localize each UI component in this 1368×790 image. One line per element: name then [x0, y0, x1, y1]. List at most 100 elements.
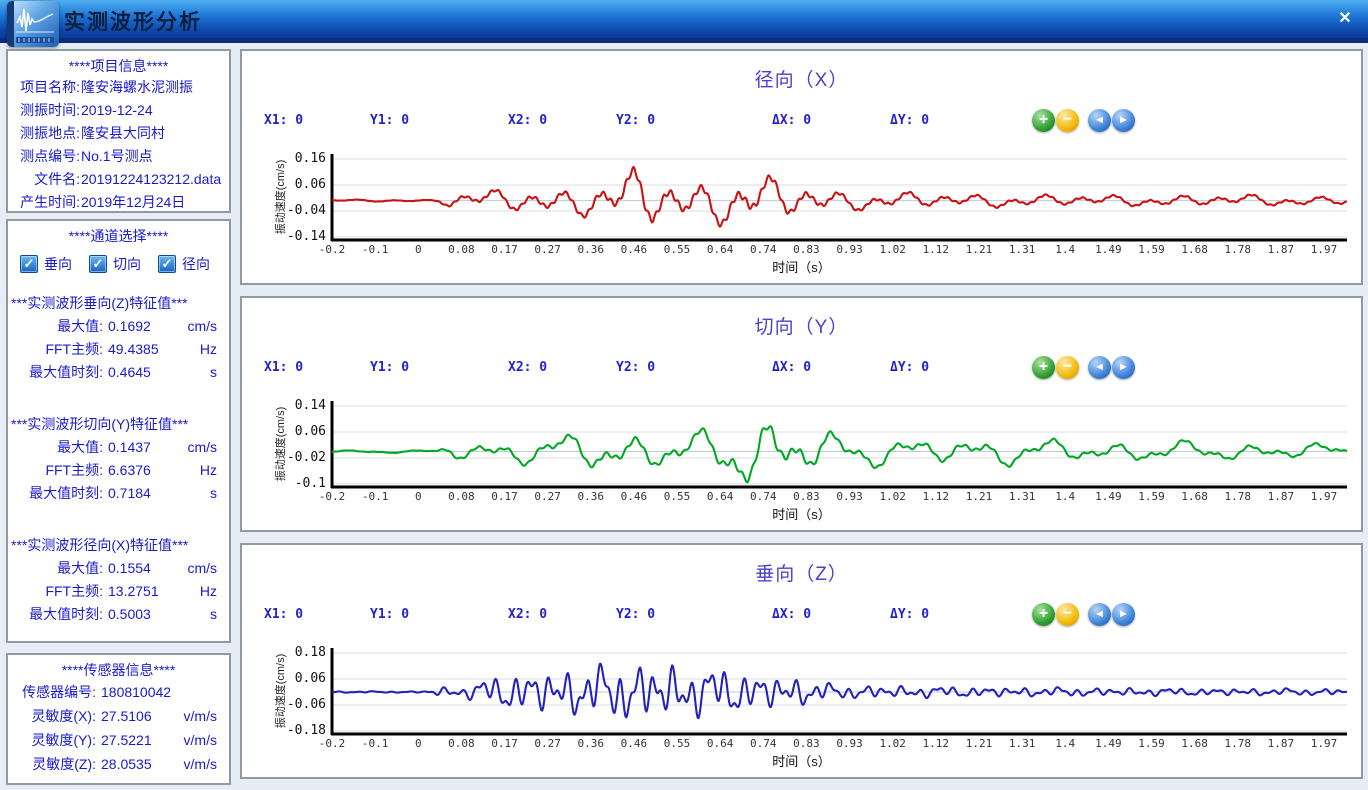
pan-right-button[interactable]: ► — [1112, 109, 1135, 132]
pan-right-button[interactable]: ► — [1112, 603, 1135, 626]
title-bar — [0, 0, 1368, 38]
x-tick-label: 0.74 — [750, 490, 777, 503]
x-tick-label: 1.4 — [1055, 243, 1076, 256]
channel-checkbox-radial[interactable]: ✓ 径向 — [158, 254, 210, 274]
x-tick-label: 0.27 — [534, 243, 561, 256]
x-tick-label: 0.46 — [620, 243, 648, 256]
x-tick-label: -0.1 — [361, 490, 389, 503]
x-axis-label: 时间（s） — [772, 260, 831, 275]
tangential-y-plot[interactable] — [242, 298, 1361, 530]
chart-toolbar: + − ◄ ► — [1032, 603, 1135, 626]
x-tick-label: 1.21 — [965, 737, 993, 750]
x-tick-label: 0 — [414, 490, 422, 503]
x-tick-label: -0.1 — [361, 243, 389, 256]
x-tick-label: 0.27 — [534, 737, 561, 750]
sensor-label: 灵敏度(Z): — [32, 756, 96, 772]
feature-unit: cm/s — [187, 560, 217, 576]
project-info-value: No.1号测点 — [81, 148, 153, 164]
sensor-unit: v/m/s — [183, 732, 217, 748]
x-tick-label: 1.78 — [1224, 243, 1251, 256]
x-tick-label: 0.46 — [620, 737, 648, 750]
zoom-in-button[interactable]: + — [1032, 109, 1055, 132]
feature-value-row: 最大值时刻: 0.4645 s — [8, 361, 229, 384]
title-bar-bottom-strip — [0, 38, 1368, 43]
feature-label: FFT主频: — [45, 462, 103, 478]
x-tick-label: 0.55 — [663, 490, 691, 503]
x-tick-label: 0.64 — [706, 737, 734, 750]
x-tick-label: 1.97 — [1310, 737, 1338, 750]
chart-toolbar: + − ◄ ► — [1032, 109, 1135, 132]
vertical-z-chart-panel: 垂向（Z） X1: 0 Y1: 0 X2: 0 Y2: 0 ΔX: 0 ΔY: 0 + − ◄… — [240, 543, 1363, 779]
y-tick-label: -0.18 — [286, 723, 326, 738]
y-tick-label: -0.02 — [286, 450, 326, 465]
zoom-out-button[interactable]: − — [1056, 109, 1079, 132]
radial-x-plot[interactable] — [242, 51, 1361, 283]
x-tick-label: 0.17 — [491, 243, 518, 256]
zoom-out-button[interactable]: − — [1056, 356, 1079, 379]
x-tick-label: 1.31 — [1008, 243, 1036, 256]
x-tick-label: -0.1 — [361, 737, 389, 750]
channel-and-stats-panel: ****通道选择**** ✓ 垂向 ✓ 切向 ✓ 径向 ***实测波形垂向(Z)特征值**… — [6, 219, 231, 643]
x-tick-label: 1.87 — [1267, 490, 1295, 503]
feature-value: 49.4385 — [108, 341, 159, 357]
feature-unit: Hz — [199, 583, 217, 599]
zoom-in-button[interactable]: + — [1032, 603, 1055, 626]
x-tick-label: 0.93 — [836, 490, 863, 503]
pan-left-button[interactable]: ◄ — [1088, 356, 1111, 379]
x-tick-label: 0.08 — [448, 243, 475, 256]
sensor-value: 28.0535 — [101, 756, 152, 772]
feature-unit: cm/s — [187, 439, 217, 455]
feature-value: 6.6376 — [108, 462, 151, 478]
channel-checkbox-tangential[interactable]: ✓ 切向 — [89, 254, 141, 274]
sensor-info-row: 灵敏度(X): 27.5106 v/m/s — [8, 704, 229, 728]
sensor-info-rows: 传感器编号: 180810042 灵敏度(X): 27.5106 v/m/s 灵敏度(Y)… — [8, 680, 229, 776]
chart-toolbar: + − ◄ ► — [1032, 356, 1135, 379]
window-title: 实测波形分析 — [64, 10, 202, 34]
feature-section-header: ***实测波形径向(X)特征值*** — [11, 537, 189, 553]
x-tick-label: 0.17 — [491, 737, 518, 750]
channel-checkbox-vertical[interactable]: ✓ 垂向 — [20, 254, 72, 274]
radial-x-trace — [331, 165, 1348, 228]
chart-title: 切向（Y） — [754, 317, 849, 338]
y-tick-label: 0.14 — [294, 398, 326, 413]
y-tick-label: -0.14 — [286, 229, 326, 244]
x-tick-label: 1.59 — [1138, 737, 1165, 750]
channel-select-header: ****通道选择**** — [68, 228, 169, 244]
sensor-info-header: ****传感器信息**** — [61, 662, 176, 678]
sensor-info-row: 灵敏度(Y): 27.5221 v/m/s — [8, 728, 229, 752]
y-tick-label: 0.06 — [294, 177, 326, 192]
x-axis-label: 时间（s） — [772, 754, 831, 769]
x-tick-label: 0.83 — [793, 243, 820, 256]
x-tick-label: 1.59 — [1138, 490, 1165, 503]
pan-left-button[interactable]: ◄ — [1088, 109, 1111, 132]
sensor-info-panel: ****传感器信息**** 传感器编号: 180810042 灵敏度(X): 27.5… — [6, 653, 231, 785]
feature-value: 0.4645 — [108, 364, 151, 380]
x-tick-label: 0.64 — [706, 490, 734, 503]
x-tick-label: 1.68 — [1181, 490, 1208, 503]
x-tick-label: 1.31 — [1008, 737, 1036, 750]
feature-unit: s — [210, 364, 217, 380]
channel-checkbox-label: 径向 — [182, 256, 210, 272]
pan-left-button[interactable]: ◄ — [1088, 603, 1111, 626]
radial-x-chart-panel: 径向（X） X1: 0 Y1: 0 X2: 0 Y2: 0 ΔX: 0 ΔY: 0 + − ◄… — [240, 49, 1363, 285]
project-info-value: 隆安海螺水泥测振 — [81, 79, 193, 95]
vertical-z-plot[interactable] — [242, 545, 1361, 777]
checkbox-check-icon: ✓ — [158, 255, 176, 273]
zoom-out-button[interactable]: − — [1056, 603, 1079, 626]
x-tick-label: 0.64 — [706, 243, 734, 256]
x-tick-label: -0.2 — [318, 490, 346, 503]
x-tick-label: 0.36 — [577, 490, 605, 503]
project-info-value: 2019-12-24 — [81, 102, 153, 118]
pan-right-button[interactable]: ► — [1112, 356, 1135, 379]
feature-label: 最大值: — [57, 318, 103, 334]
feature-label: FFT主频: — [45, 341, 103, 357]
feature-value-row: 最大值: 0.1437 cm/s — [8, 436, 229, 459]
x-tick-label: 1.68 — [1181, 737, 1208, 750]
x-tick-label: 1.21 — [965, 490, 993, 503]
feature-value-row: 最大值: 0.1692 cm/s — [8, 315, 229, 338]
x-tick-label: 0.74 — [750, 243, 777, 256]
x-tick-label: 1.4 — [1055, 490, 1076, 503]
close-button[interactable]: ✕ — [1338, 10, 1352, 27]
zoom-in-button[interactable]: + — [1032, 356, 1055, 379]
x-tick-label: 0.08 — [448, 737, 475, 750]
